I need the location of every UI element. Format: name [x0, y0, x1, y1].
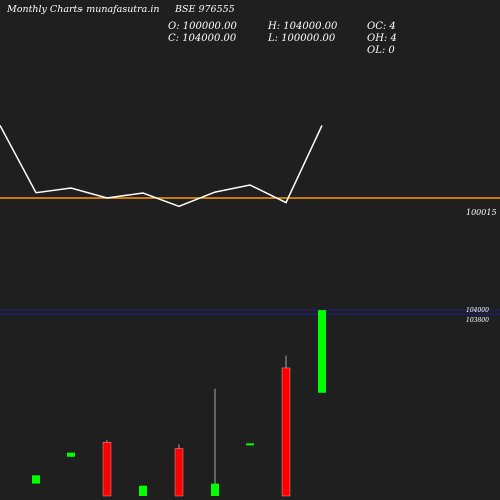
- price-label-high: 104000: [466, 307, 489, 314]
- high-value: H: 104000.00: [268, 21, 338, 32]
- site-name: - munafasutra.in: [80, 4, 160, 15]
- candle-body-4: [174, 448, 184, 497]
- candle-body-5: [211, 483, 219, 496]
- candle-body-3: [139, 485, 147, 496]
- open-value: O: 100000.00: [168, 21, 237, 32]
- candle-body-8: [318, 310, 326, 393]
- candle-body-2: [102, 442, 112, 497]
- candle-body-1: [67, 452, 75, 457]
- symbol-label: BSE 976555: [175, 4, 235, 15]
- low-value: L: 100000.00: [268, 33, 336, 44]
- candle-body-7: [281, 367, 291, 497]
- chart-title: Monthly Charts: [7, 4, 83, 15]
- reference-value-label: 100015: [466, 208, 497, 217]
- candle-body-6: [246, 443, 254, 446]
- oc-value: OC: 4: [367, 21, 396, 32]
- price-label-low: 103800: [466, 317, 489, 324]
- candle-body-0: [32, 475, 40, 484]
- oh-value: OH: 4: [367, 33, 397, 44]
- close-value: C: 104000.00: [168, 33, 237, 44]
- price-line-series: [0, 125, 323, 208]
- ol-value: OL: 0: [367, 45, 395, 56]
